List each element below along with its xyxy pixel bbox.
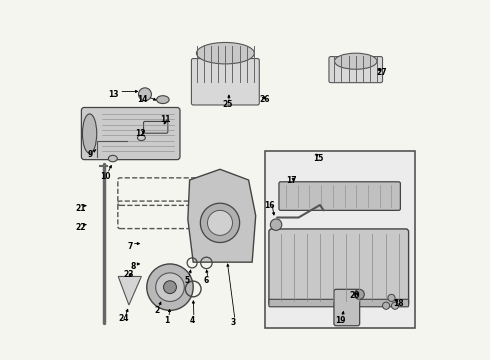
Circle shape [392,302,398,309]
Text: 15: 15 [313,154,323,163]
Text: 23: 23 [123,270,134,279]
Text: 4: 4 [190,315,195,324]
Text: 13: 13 [109,90,119,99]
Text: 8: 8 [130,262,136,271]
Circle shape [200,203,240,243]
Text: 20: 20 [350,291,360,300]
Circle shape [139,88,151,101]
Text: 24: 24 [118,314,129,323]
Polygon shape [188,169,256,262]
FancyBboxPatch shape [279,182,400,210]
Ellipse shape [108,156,117,162]
Text: 9: 9 [88,150,93,159]
FancyBboxPatch shape [192,59,259,105]
FancyBboxPatch shape [81,108,180,159]
FancyBboxPatch shape [144,121,168,133]
Text: 19: 19 [336,315,346,324]
Circle shape [388,294,395,301]
FancyBboxPatch shape [269,229,409,306]
Polygon shape [118,276,142,305]
FancyBboxPatch shape [269,299,409,307]
Circle shape [383,302,390,309]
FancyBboxPatch shape [329,57,383,83]
Text: 26: 26 [259,95,270,104]
Bar [265,152,415,328]
Text: 1: 1 [165,315,170,324]
Circle shape [147,264,193,310]
Ellipse shape [196,42,254,64]
Text: 10: 10 [100,172,110,181]
Text: 14: 14 [137,95,147,104]
Circle shape [164,281,176,294]
Circle shape [156,273,184,301]
Text: 25: 25 [222,100,232,109]
Text: 21: 21 [75,204,86,213]
Text: 5: 5 [185,276,190,285]
Text: 6: 6 [204,276,209,285]
Text: 18: 18 [393,299,404,308]
Text: 3: 3 [231,318,236,327]
Circle shape [270,219,282,230]
Text: 16: 16 [264,201,274,210]
Ellipse shape [157,96,169,104]
Ellipse shape [335,53,377,69]
FancyBboxPatch shape [334,289,360,326]
Text: 17: 17 [286,176,297,185]
Text: 2: 2 [154,306,159,315]
Text: 27: 27 [376,68,387,77]
Circle shape [207,210,232,235]
Ellipse shape [82,114,97,153]
Text: 7: 7 [127,242,133,251]
Text: 11: 11 [160,116,171,125]
Circle shape [354,289,364,299]
Text: 12: 12 [135,129,146,138]
Text: 22: 22 [75,222,86,231]
